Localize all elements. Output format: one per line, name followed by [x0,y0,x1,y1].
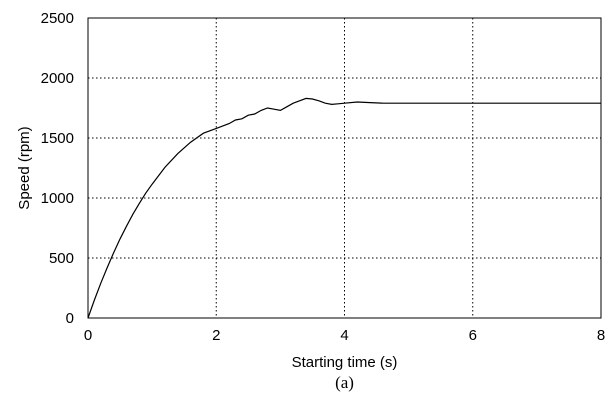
x-tick-label: 2 [212,327,220,344]
y-tick-label: 1500 [41,130,74,147]
x-axis-title: Starting time (s) [292,354,398,371]
plot-frame [87,17,602,319]
x-tick-label: 6 [469,327,477,344]
x-tick-label: 4 [340,327,348,344]
figure-caption: (a) [335,373,354,392]
grid [88,18,601,318]
x-tick-labels: 0 2 4 6 8 [84,327,605,344]
x-tick-label: 8 [597,327,605,344]
y-tick-labels: 0 500 1000 1500 2000 2500 [41,10,74,327]
speed-series-line [87,97,601,319]
series-layer [87,97,601,319]
x-tick-label: 0 [84,327,92,344]
y-tick-label: 2500 [41,10,74,27]
y-tick-label: 2000 [41,70,74,87]
y-tick-label: 500 [49,250,74,267]
y-tick-label: 0 [66,310,74,327]
y-axis-title: Speed (rpm) [16,126,33,209]
y-tick-label: 1000 [41,190,74,207]
